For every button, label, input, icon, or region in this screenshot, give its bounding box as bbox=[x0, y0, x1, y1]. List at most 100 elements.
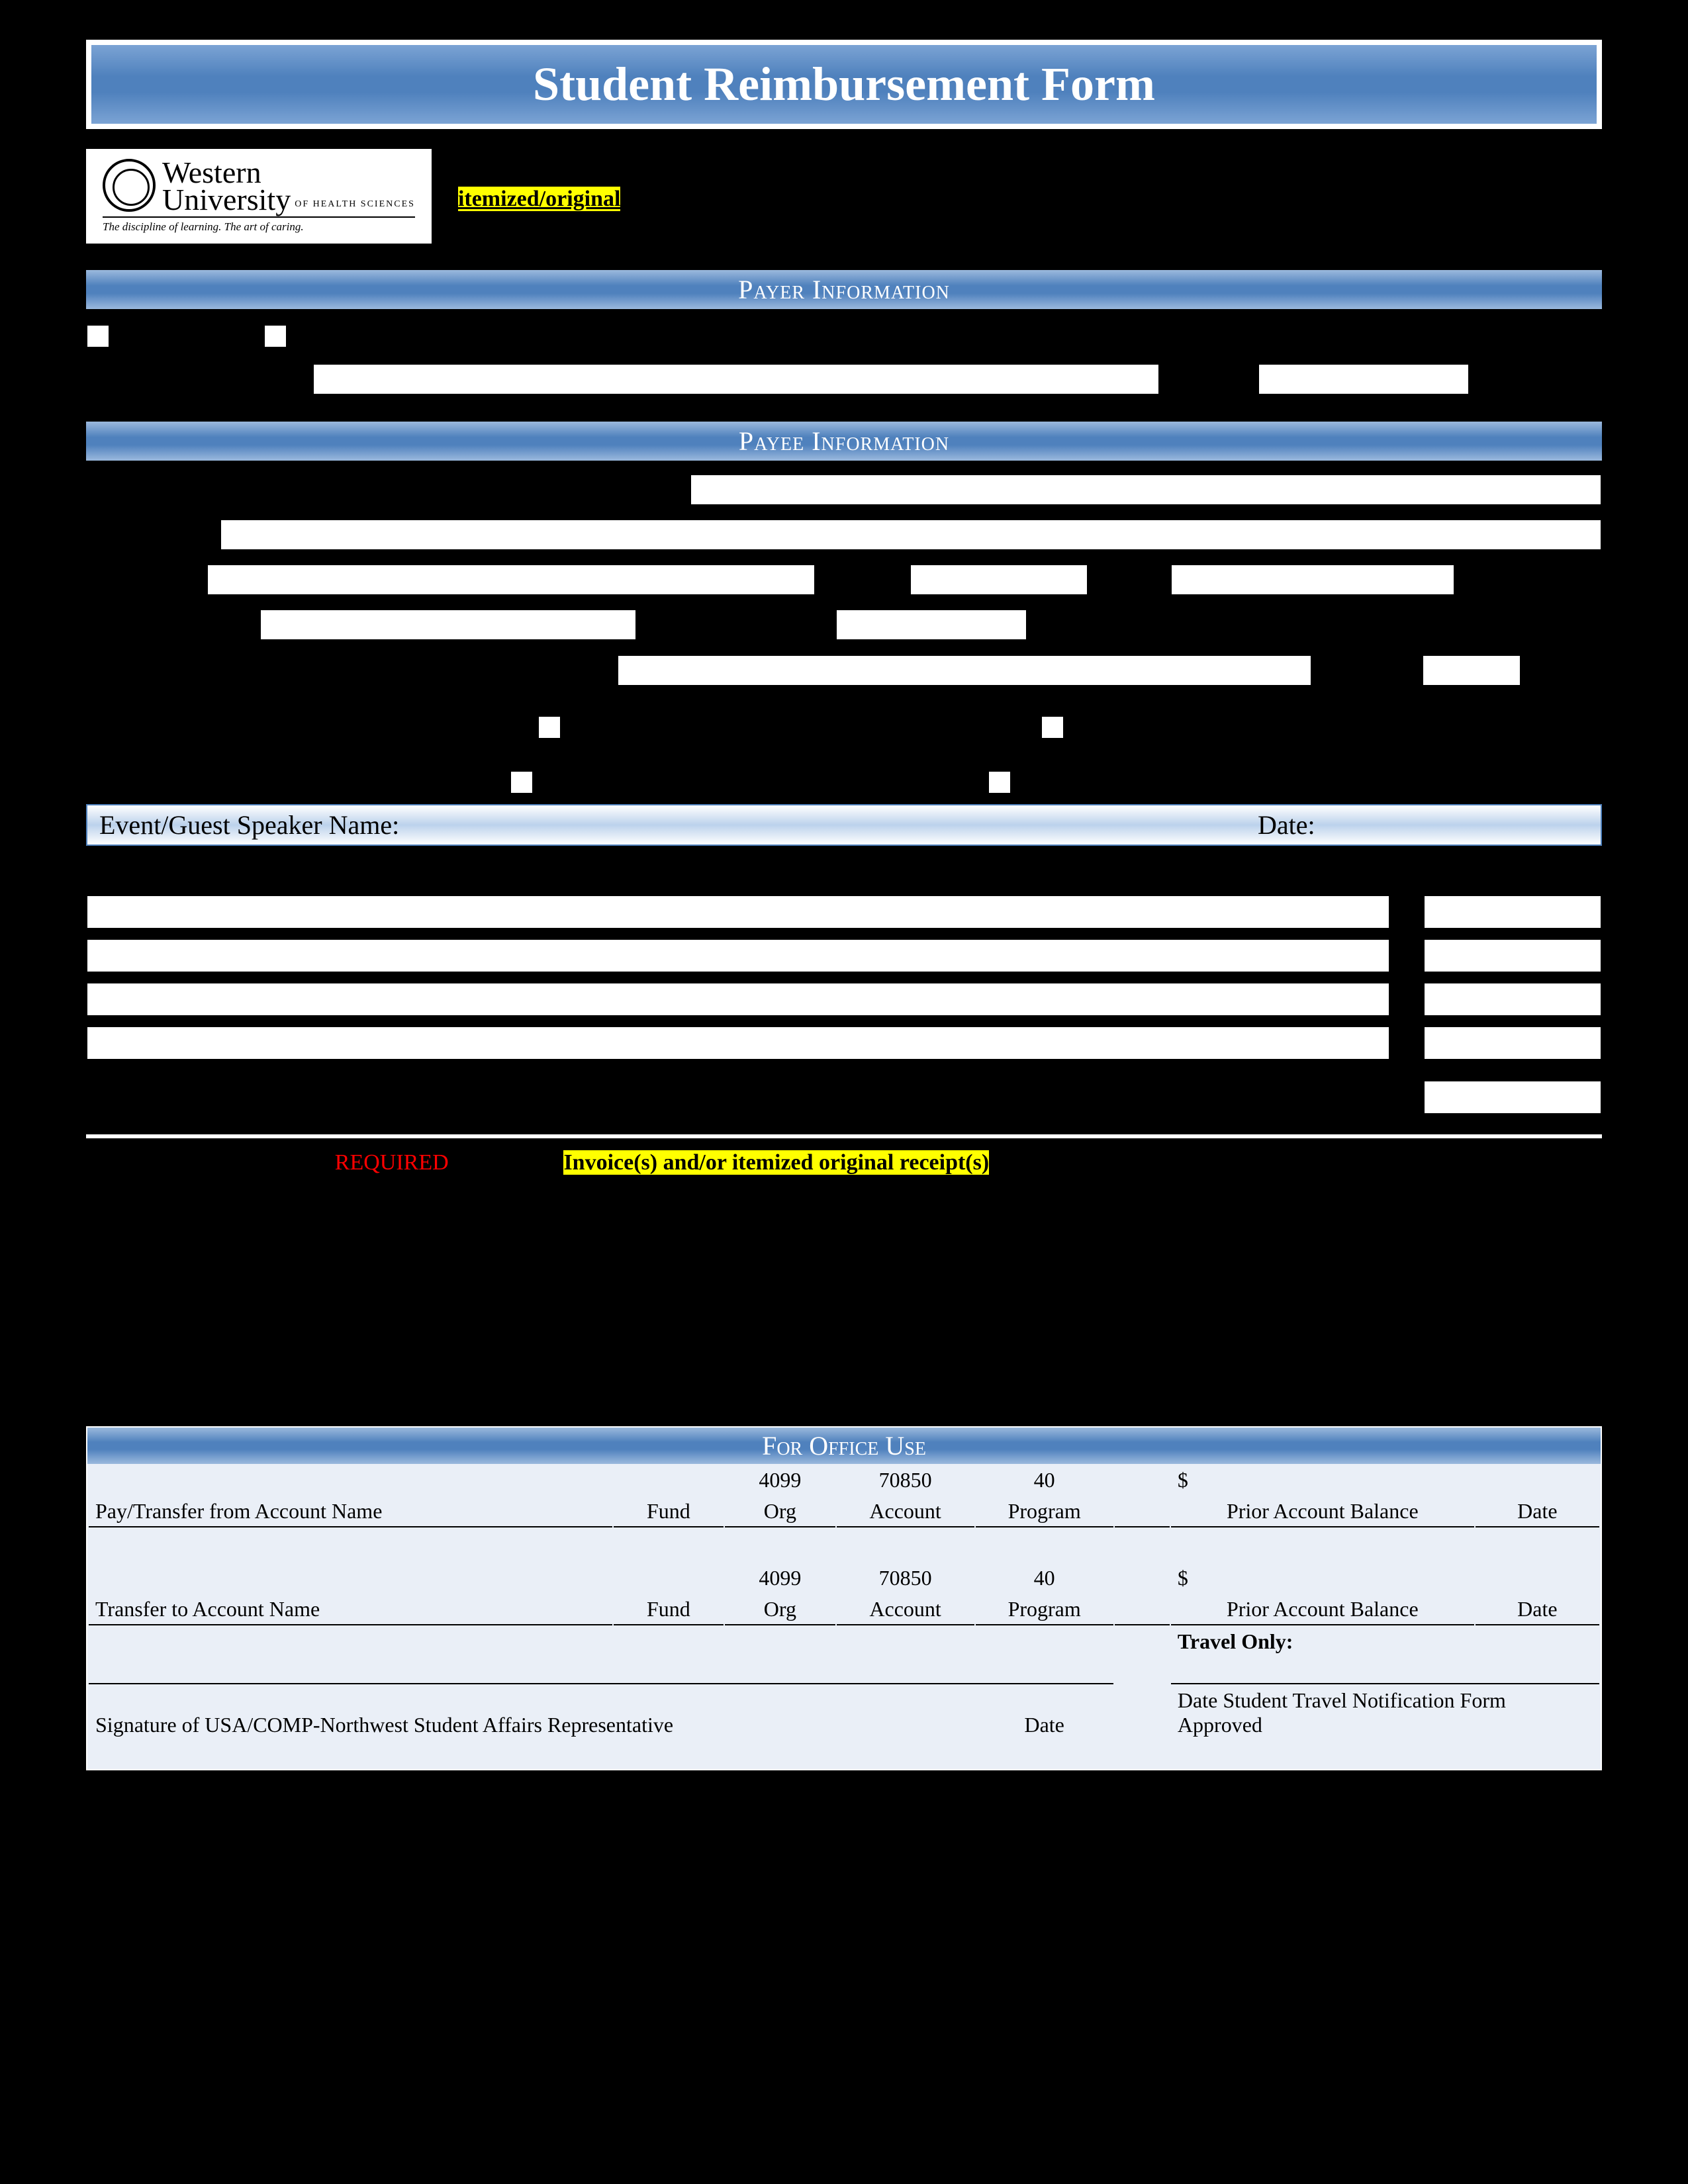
city-field[interactable] bbox=[207, 564, 816, 596]
mail-yes-checkbox[interactable] bbox=[538, 715, 561, 739]
payer-date-label: Date: bbox=[1186, 365, 1238, 393]
phone-label: Phone: bbox=[94, 611, 240, 639]
desc-field-1[interactable] bbox=[86, 895, 1390, 929]
org-val-1: 70850 bbox=[837, 1465, 974, 1495]
payer-name-label: Name: bbox=[94, 365, 293, 393]
address-field[interactable] bbox=[220, 519, 1602, 551]
fund-val-1: 4099 bbox=[725, 1465, 835, 1495]
ckaddr-field[interactable] bbox=[617, 655, 1312, 686]
state-label: State: bbox=[835, 566, 890, 594]
events-bar: Event/Guest Speaker Name: Date: bbox=[86, 804, 1602, 846]
logo-line2: University bbox=[162, 186, 291, 213]
desc-header: Description of item(s) purchased/service… bbox=[86, 858, 1390, 886]
amount-field-4[interactable] bbox=[1423, 1026, 1602, 1060]
q-no-checkbox[interactable] bbox=[988, 770, 1011, 794]
total-field[interactable] bbox=[1423, 1080, 1602, 1115]
attach-line1: Please attach the following REQUIRED doc… bbox=[86, 1150, 1602, 1175]
logo-line1: Western bbox=[162, 159, 415, 186]
intro-text: Complete this form for reimbursable expe… bbox=[458, 149, 1484, 214]
club-label: Club bbox=[118, 322, 164, 350]
amount-field-1[interactable] bbox=[1423, 895, 1602, 929]
q-no-label: No bbox=[1019, 768, 1049, 796]
amount-field-2[interactable] bbox=[1423, 938, 1602, 973]
treasurer-sig-line[interactable] bbox=[86, 1370, 621, 1373]
program-label-2: Program bbox=[976, 1594, 1113, 1625]
treasurer-date-label: Date bbox=[647, 1375, 818, 1400]
studentid-note: (Required if funds are payable to a stud… bbox=[1034, 609, 1423, 641]
attach-line2: Lost Receipt Form (If receipt lost) List… bbox=[86, 1187, 1602, 1212]
fund-label-2: Fund bbox=[614, 1594, 724, 1625]
dollar-2: $ bbox=[1171, 1563, 1474, 1593]
zip-label: ZIP: bbox=[1108, 566, 1150, 594]
university-logo: Western University OF HEALTH SCIENCES Th… bbox=[86, 149, 432, 244]
address-label: Address: bbox=[94, 521, 200, 549]
travel-only-label: Travel Only: bbox=[1171, 1627, 1599, 1657]
budget-label: Budget Line item & Council Approval Date… bbox=[86, 1296, 1602, 1324]
state-field[interactable] bbox=[910, 564, 1088, 596]
event-date-label: Date: bbox=[1258, 809, 1589, 841]
divider bbox=[86, 1134, 1602, 1138]
acct-val-2: 40 bbox=[976, 1563, 1113, 1593]
desc-field-2[interactable] bbox=[86, 938, 1390, 973]
mail-q-label: Will this ck be mailed to a WesternU add… bbox=[677, 700, 1021, 755]
attach-line3: Event Flyer (If applicable) bbox=[86, 1224, 1602, 1250]
amount-header: Amount bbox=[1390, 858, 1602, 886]
org-val-2: 70850 bbox=[837, 1563, 974, 1593]
phone-field[interactable] bbox=[259, 609, 637, 641]
club-checkbox[interactable] bbox=[86, 324, 110, 348]
studentid-label: Student ID #: bbox=[657, 611, 816, 639]
mail-no-checkbox[interactable] bbox=[510, 770, 534, 794]
required-docs: Invoice(s) and/or itemized original rece… bbox=[563, 1150, 989, 1175]
prior-label: Prior Account Balance bbox=[1171, 1496, 1474, 1527]
logo-sub: OF HEALTH SCIENCES bbox=[295, 199, 415, 210]
room-label: Room# bbox=[1332, 657, 1402, 684]
payer-date-field[interactable] bbox=[1258, 363, 1470, 395]
event-name-label: Event/Guest Speaker Name: bbox=[99, 809, 1258, 841]
advisor-date-label: Date bbox=[1432, 1375, 1602, 1400]
mail-yes-label: Yes bbox=[569, 713, 604, 741]
studentid-field[interactable] bbox=[835, 609, 1027, 641]
account-label-2: Account bbox=[837, 1594, 974, 1625]
fund-val-2: 4099 bbox=[725, 1563, 835, 1593]
payable-label: Check Payable To: bbox=[94, 476, 670, 504]
advisor-date-line[interactable] bbox=[1432, 1370, 1602, 1373]
payee-section-header: Payee Information bbox=[86, 422, 1602, 461]
travel-approved-label: Date Student Travel Notification Form Ap… bbox=[1171, 1686, 1599, 1740]
advisor-sig-line[interactable] bbox=[870, 1370, 1405, 1373]
payfrom-label: Pay/Transfer from Account Name bbox=[89, 1496, 612, 1527]
treasurer-date-line[interactable] bbox=[647, 1370, 818, 1373]
logo-tagline: The discipline of learning. The art of c… bbox=[103, 216, 415, 234]
payer-section-header: Payer Information bbox=[86, 270, 1602, 309]
transferto-label: Transfer to Account Name bbox=[89, 1594, 612, 1625]
mail-label: Mail Ck to the address above: bbox=[94, 713, 518, 741]
required-word: REQUIRED bbox=[335, 1150, 449, 1175]
org-label-2: Org bbox=[725, 1594, 835, 1625]
acct-val-1: 40 bbox=[976, 1465, 1113, 1495]
payable-field[interactable] bbox=[690, 474, 1602, 506]
zip-field[interactable] bbox=[1170, 564, 1455, 596]
org-label: Org bbox=[725, 1496, 835, 1527]
dollar-1: $ bbox=[1171, 1465, 1474, 1495]
office-use-box: For Office Use 4099 70850 40 $ Pay/Trans… bbox=[86, 1426, 1602, 1770]
q-yes-label: Yes bbox=[1072, 713, 1107, 741]
desc-field-3[interactable] bbox=[86, 982, 1390, 1017]
class-label: Class bbox=[295, 322, 347, 350]
prior-label-2: Prior Account Balance bbox=[1171, 1594, 1474, 1625]
form-title: Student Reimbursement Form bbox=[86, 40, 1602, 129]
q-yes-checkbox[interactable] bbox=[1041, 715, 1064, 739]
date-label-1: Date bbox=[1476, 1496, 1599, 1527]
usa-date-label: Date bbox=[976, 1686, 1113, 1740]
program-label: Program bbox=[976, 1496, 1113, 1527]
room-field[interactable] bbox=[1422, 655, 1521, 686]
seal-icon bbox=[103, 159, 156, 212]
account-label: Account bbox=[837, 1496, 974, 1527]
total-label: Total: bbox=[1303, 1083, 1358, 1111]
desc-field-4[interactable] bbox=[86, 1026, 1390, 1060]
amount-field-3[interactable] bbox=[1423, 982, 1602, 1017]
class-checkbox[interactable] bbox=[263, 324, 287, 348]
intro-highlight: itemized/original bbox=[458, 187, 621, 211]
payer-name-field[interactable] bbox=[312, 363, 1160, 395]
fund-label: Fund bbox=[614, 1496, 724, 1527]
treasurer-sig-label: Signature of Club/Class Treasurer bbox=[86, 1375, 621, 1400]
intro-a: Complete this form for reimbursable expe… bbox=[458, 158, 1468, 182]
